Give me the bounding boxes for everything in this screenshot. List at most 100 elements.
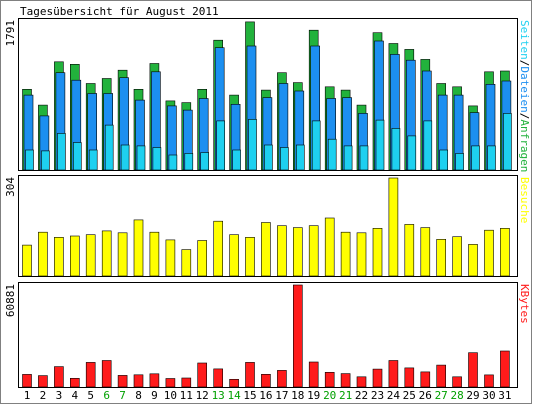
panel-legend: Besuche: [518, 177, 531, 223]
bar-pages-day-7: [120, 144, 130, 171]
bar-pages-day-17: [280, 147, 289, 171]
bar-visits-day-14: [229, 234, 239, 277]
x-tick-day-8: 8: [135, 389, 142, 402]
x-tick-day-16: 16: [259, 389, 272, 402]
x-tick-day-4: 4: [71, 389, 78, 402]
bar-visits-day-18: [292, 227, 303, 277]
bar-kbytes-day-21: [340, 373, 351, 388]
bar-kbytes-day-24: [388, 360, 399, 388]
bar-pages-day-2: [41, 150, 50, 171]
x-tick-day-14: 14: [227, 389, 241, 402]
bar-pages-day-1: [25, 149, 34, 171]
bar-visits-day-4: [70, 235, 80, 277]
x-tick-day-19: 19: [307, 389, 320, 402]
bar-pages-day-30: [487, 145, 496, 171]
bar-pages-day-15: [248, 119, 257, 171]
bar-pages-day-8: [136, 145, 146, 171]
bar-kbytes-day-7: [117, 375, 128, 388]
bar-kbytes-day-4: [70, 377, 80, 388]
bar-kbytes-day-8: [133, 374, 144, 388]
x-tick-day-17: 17: [275, 389, 288, 402]
bar-visits-day-24: [388, 177, 399, 277]
bar-pages-day-20: [327, 138, 337, 171]
bar-kbytes-day-5: [85, 362, 96, 388]
legend-item: KBytes: [518, 284, 531, 324]
bar-visits-day-26: [420, 227, 431, 277]
bar-visits-day-27: [436, 239, 447, 277]
bar-pages-day-29: [471, 145, 480, 171]
bar-visits-day-6: [101, 230, 112, 277]
bar-pages-day-24: [391, 128, 401, 171]
bar-visits-day-15: [245, 237, 255, 277]
panel-frame: [18, 282, 518, 388]
bar-visits-day-28: [452, 236, 462, 277]
chart-title: Tagesübersicht für August 2011: [20, 5, 219, 18]
bar-visits-day-13: [213, 220, 223, 277]
bar-kbytes-day-25: [404, 367, 415, 388]
bar-kbytes-day-17: [277, 370, 287, 388]
bar-pages-day-28: [455, 153, 464, 171]
x-tick-day-21: 21: [339, 389, 352, 402]
x-tick-day-5: 5: [87, 389, 94, 402]
bar-visits-day-8: [133, 219, 144, 277]
bar-kbytes-day-13: [213, 368, 223, 388]
bar-visits-day-2: [38, 231, 48, 277]
bar-kbytes-day-6: [101, 360, 112, 388]
bar-visits-day-12: [197, 240, 207, 277]
bar-pages-day-12: [200, 152, 209, 171]
panel-legend: KBytes: [518, 284, 531, 324]
bar-pages-day-27: [439, 149, 449, 171]
x-tick-day-2: 2: [40, 389, 47, 402]
bar-visits-day-31: [500, 228, 510, 277]
x-tick-day-11: 11: [180, 389, 193, 402]
panel-visits: 304 Besuche: [4, 175, 531, 277]
bar-pages-day-13: [216, 120, 225, 171]
bar-kbytes-day-2: [38, 375, 48, 388]
bar-visits-day-1: [22, 244, 32, 277]
bar-visits-day-3: [54, 237, 64, 277]
bar-kbytes-day-30: [484, 374, 494, 388]
bar-kbytes-day-28: [452, 376, 462, 388]
legend-separator: /: [518, 113, 531, 120]
legend-item: Besuche: [518, 177, 531, 223]
bar-kbytes-day-10: [165, 378, 176, 388]
x-tick-day-1: 1: [24, 389, 31, 402]
bar-kbytes-day-29: [468, 352, 478, 388]
x-tick-day-10: 10: [164, 389, 177, 402]
legend-item: Dateien: [518, 66, 531, 112]
x-tick-day-31: 31: [498, 389, 511, 402]
bar-kbytes-day-11: [181, 377, 192, 388]
bar-kbytes-day-18: [292, 284, 303, 388]
bar-pages-day-19: [311, 120, 321, 171]
bar-pages-day-25: [407, 135, 417, 171]
bar-kbytes-day-16: [261, 373, 271, 388]
bar-visits-day-16: [261, 222, 271, 277]
bar-pages-day-23: [375, 119, 385, 171]
x-tick-day-15: 15: [243, 389, 256, 402]
legend-item: Seiten: [518, 20, 531, 60]
bar-visits-day-17: [277, 225, 287, 277]
x-tick-day-27: 27: [435, 389, 448, 402]
bar-visits-day-23: [372, 228, 383, 277]
bar-kbytes-day-31: [500, 350, 510, 388]
x-tick-day-20: 20: [323, 389, 336, 402]
bar-kbytes-day-3: [54, 366, 64, 388]
x-tick-day-22: 22: [355, 389, 368, 402]
bar-visits-day-7: [117, 232, 128, 277]
panel-kbytes: 60881 KBytes: [4, 282, 531, 388]
bar-pages-day-5: [88, 149, 98, 171]
bar-kbytes-day-9: [149, 373, 160, 388]
x-axis-day-labels: 1 2 3 4 5 6 7 8 9 10 11 12 13 14 15 16 17 18 19 20 21 22 23 24 2…: [24, 389, 512, 402]
bar-pages-day-16: [264, 144, 273, 171]
bar-pages-day-31: [503, 113, 512, 171]
bar-kbytes-day-27: [436, 364, 447, 388]
bar-pages-day-3: [57, 133, 66, 171]
bar-kbytes-day-23: [372, 368, 383, 388]
bar-kbytes-day-20: [324, 371, 335, 388]
x-tick-day-28: 28: [450, 389, 463, 402]
x-tick-day-13: 13: [212, 389, 225, 402]
bar-kbytes-day-26: [420, 371, 431, 388]
bar-kbytes-day-12: [197, 362, 207, 388]
